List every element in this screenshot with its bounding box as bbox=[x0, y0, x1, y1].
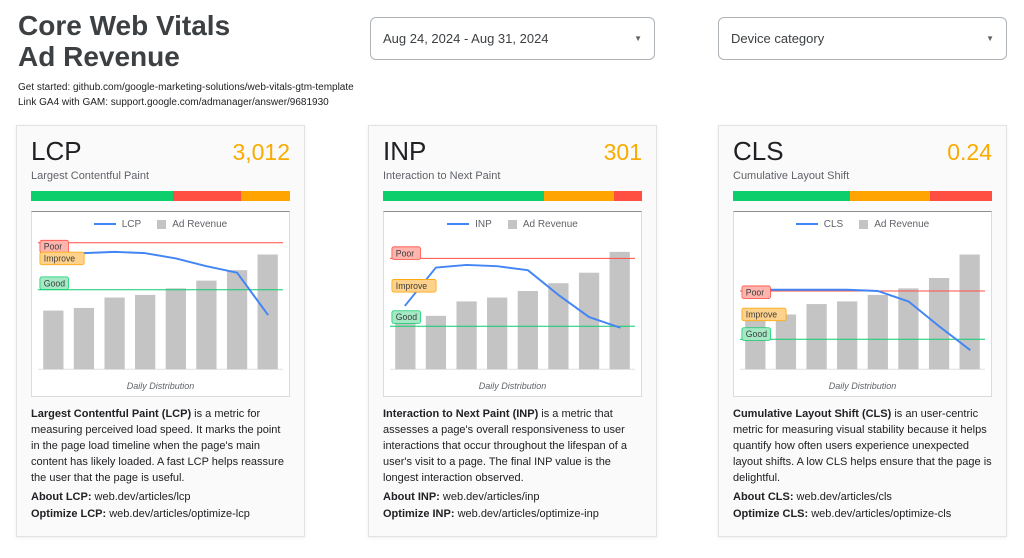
optimize-label: Optimize CLS: bbox=[733, 508, 809, 521]
distribution-bar bbox=[383, 191, 642, 201]
metric-description-body: is a metric for measuring perceived load… bbox=[31, 408, 284, 484]
distribution-bar bbox=[31, 191, 290, 201]
line-series-legend-icon bbox=[93, 223, 116, 225]
get-started-link[interactable]: Get started: github.com/google-marketing… bbox=[18, 81, 354, 93]
x-axis-label: Daily Distribution bbox=[126, 381, 195, 391]
distribution-segment-good bbox=[31, 191, 174, 201]
distribution-segment-poor bbox=[929, 191, 992, 201]
optimize-link[interactable]: web.dev/articles/optimize-lcp bbox=[109, 508, 250, 521]
link-ga4-gam-link[interactable]: Link GA4 with GAM: support.google.com/ad… bbox=[18, 96, 329, 108]
metric-description: Largest Contentful Paint (LCP) is a metr… bbox=[31, 407, 290, 487]
metric-subtitle: Interaction to Next Paint bbox=[383, 170, 501, 182]
metric-description-body: is a metric that assesses a page's overa… bbox=[383, 408, 627, 484]
chart-legend: CLS Ad Revenue bbox=[740, 215, 985, 233]
x-axis-label: Daily Distribution bbox=[478, 381, 547, 391]
metric-links: About CLS: web.dev/articles/cls Optimize… bbox=[733, 489, 992, 524]
chart-panel: CLS Ad Revenue Poor Improve Good Daily Dis… bbox=[733, 211, 992, 397]
chart-legend: LCP Ad Revenue bbox=[38, 215, 283, 233]
date-range-value: Aug 24, 2024 - Aug 31, 2024 bbox=[383, 31, 549, 46]
metric-value: 301 bbox=[603, 139, 642, 165]
metric-links: About LCP: web.dev/articles/lcp Optimize… bbox=[31, 489, 290, 524]
report-notes: Get started: github.com/google-marketing… bbox=[18, 80, 354, 110]
chart-panel: LCP Ad Revenue Poor Improve Good Daily Dis… bbox=[31, 211, 290, 397]
distribution-segment-improve bbox=[849, 191, 930, 201]
about-link[interactable]: web.dev/articles/cls bbox=[796, 490, 892, 503]
about-label: About INP: bbox=[383, 490, 440, 503]
optimize-link[interactable]: web.dev/articles/optimize-inp bbox=[457, 508, 599, 521]
metric-description: Interaction to Next Paint (INP) is a met… bbox=[383, 407, 642, 487]
svg-text:Good: Good bbox=[396, 312, 417, 322]
line-series-legend-label: LCP bbox=[121, 218, 142, 230]
metric-description-lead: Largest Contentful Paint (LCP) bbox=[31, 408, 192, 420]
svg-text:Poor: Poor bbox=[746, 287, 764, 297]
bar-series-legend-label: Ad Revenue bbox=[172, 218, 228, 230]
about-label: About CLS: bbox=[733, 490, 794, 503]
optimize-link[interactable]: web.dev/articles/optimize-cls bbox=[811, 508, 952, 521]
card-header: CLS 0.24 bbox=[733, 136, 992, 167]
svg-text:Good: Good bbox=[746, 329, 767, 339]
distribution-segment-poor bbox=[613, 191, 642, 201]
distribution-segment-improve bbox=[240, 191, 290, 201]
bar-series-legend-label: Ad Revenue bbox=[874, 218, 930, 230]
bar-series-legend-icon bbox=[157, 219, 167, 229]
metric-subtitle: Largest Contentful Paint bbox=[31, 170, 150, 182]
card-header: INP 301 bbox=[383, 136, 642, 167]
distribution-segment-improve bbox=[543, 191, 614, 201]
svg-text:Improve: Improve bbox=[396, 281, 428, 291]
distribution-segment-poor bbox=[173, 191, 241, 201]
optimize-label: Optimize INP: bbox=[383, 508, 455, 521]
report-title: Core Web Vitals Ad Revenue bbox=[18, 10, 354, 73]
metric-links: About INP: web.dev/articles/inp Optimize… bbox=[383, 489, 642, 524]
metric-description-lead: Cumulative Layout Shift (CLS) bbox=[733, 408, 892, 420]
optimize-label: Optimize LCP: bbox=[31, 508, 107, 521]
distribution-bar bbox=[733, 191, 992, 201]
chart-panel: INP Ad Revenue Poor Improve Good Daily Dis… bbox=[383, 211, 642, 397]
metric-subtitle: Cumulative Layout Shift bbox=[733, 170, 850, 182]
card-cls: CLS 0.24 Cumulative Layout Shift CLS Ad … bbox=[718, 125, 1007, 537]
metric-value: 3,012 bbox=[232, 139, 290, 165]
date-range-dropdown[interactable]: Aug 24, 2024 - Aug 31, 2024 ▼ bbox=[370, 17, 655, 60]
report-title-line1: Core Web Vitals bbox=[18, 10, 231, 41]
svg-text:Improve: Improve bbox=[746, 310, 778, 320]
distribution-segment-good bbox=[383, 191, 544, 201]
bar-series-legend-icon bbox=[859, 219, 869, 229]
card-lcp: LCP 3,012 Largest Contentful Paint LCP A… bbox=[16, 125, 305, 537]
line-series-legend-label: CLS bbox=[823, 218, 844, 230]
metric-description: Cumulative Layout Shift (CLS) is an user… bbox=[733, 407, 992, 487]
cls-combo-chart: Poor Improve Good bbox=[740, 254, 985, 370]
svg-text:Good: Good bbox=[44, 278, 65, 288]
line-series-legend-icon bbox=[447, 223, 470, 225]
distribution-segment-good bbox=[733, 191, 850, 201]
metric-value: 0.24 bbox=[947, 139, 992, 165]
inp-combo-chart: Poor Improve Good bbox=[390, 246, 635, 370]
chevron-down-icon: ▼ bbox=[986, 34, 994, 43]
about-link[interactable]: web.dev/articles/inp bbox=[442, 490, 540, 503]
metric-name: CLS bbox=[733, 136, 784, 166]
x-axis-label: Daily Distribution bbox=[828, 381, 897, 391]
metric-name: LCP bbox=[31, 136, 82, 166]
device-category-dropdown[interactable]: Device category ▼ bbox=[718, 17, 1007, 60]
report-header: Core Web Vitals Ad Revenue Get started: … bbox=[18, 10, 354, 110]
chart-legend: INP Ad Revenue bbox=[390, 215, 635, 233]
metric-description-lead: Interaction to Next Paint (INP) bbox=[383, 408, 539, 420]
about-link[interactable]: web.dev/articles/lcp bbox=[94, 490, 191, 503]
chevron-down-icon: ▼ bbox=[634, 34, 642, 43]
bar-series-legend-label: Ad Revenue bbox=[522, 218, 578, 230]
report-title-line2: Ad Revenue bbox=[18, 41, 180, 73]
card-inp: INP 301 Interaction to Next Paint INP Ad… bbox=[368, 125, 657, 537]
svg-text:Poor: Poor bbox=[44, 242, 62, 252]
line-series-legend-label: INP bbox=[475, 218, 492, 230]
about-label: About LCP: bbox=[31, 490, 92, 503]
device-category-value: Device category bbox=[731, 31, 825, 46]
metric-name: INP bbox=[383, 136, 427, 166]
bar-series-legend-icon bbox=[507, 219, 517, 229]
svg-text:Poor: Poor bbox=[396, 248, 414, 258]
line-series-legend-icon bbox=[795, 223, 818, 225]
metric-description-body: is an user-centric metric for measuring … bbox=[733, 408, 992, 484]
card-header: LCP 3,012 bbox=[31, 136, 290, 167]
svg-text:Improve: Improve bbox=[44, 253, 76, 263]
